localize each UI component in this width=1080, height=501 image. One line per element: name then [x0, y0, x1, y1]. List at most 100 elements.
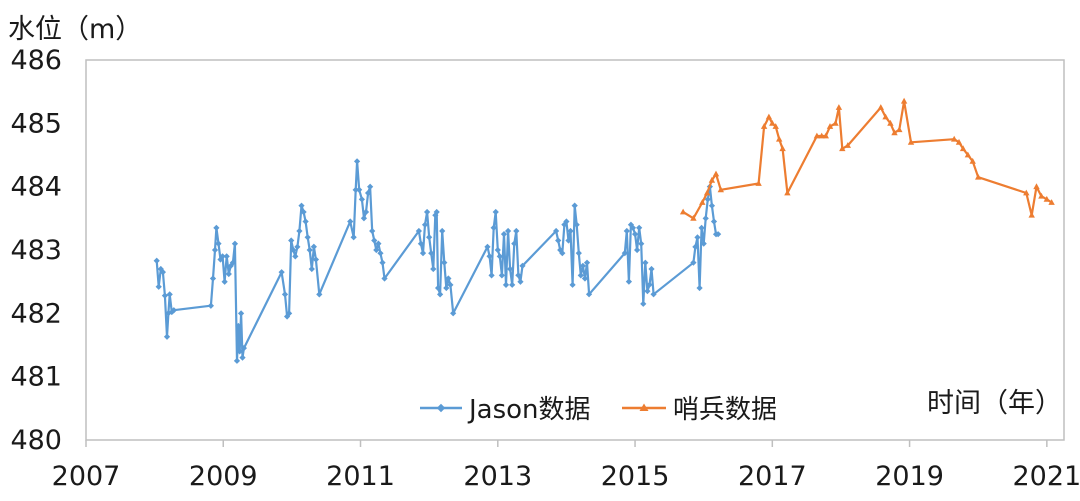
data-point-sentinel: [951, 135, 958, 142]
data-point-jason: [696, 284, 703, 292]
data-point-jason: [371, 237, 378, 244]
data-point-sentinel: [826, 123, 834, 129]
legend-jason-marker: [436, 403, 446, 413]
series-line-sentinel: [681, 100, 1053, 220]
data-point-sentinel: [818, 132, 825, 139]
y-tick-labels: 480 481 482 483 484 485 486: [10, 45, 62, 456]
data-point-sentinel: [712, 170, 720, 177]
data-point-jason: [375, 240, 382, 247]
data-point-sentinel: [1048, 199, 1055, 205]
x-tick-label: 2015: [601, 461, 670, 492]
data-point-sentinel: [975, 173, 982, 180]
data-point-sentinel: [955, 138, 963, 145]
legend-sentinel-label: 哨兵数据: [673, 395, 777, 425]
data-point-jason: [155, 283, 162, 290]
data-point-jason: [509, 281, 516, 288]
data-point-jason: [237, 310, 245, 317]
data-point-jason: [498, 272, 505, 279]
data-point-jason: [298, 202, 305, 209]
data-point-sentinel: [717, 186, 724, 193]
data-point-jason: [484, 243, 491, 250]
legend: Jason数据 哨兵数据: [420, 395, 777, 425]
data-point-jason: [488, 272, 495, 279]
data-point-jason: [417, 240, 425, 247]
y-tick-label: 482: [10, 298, 62, 329]
data-point-sentinel: [1023, 189, 1030, 196]
data-point-jason: [447, 281, 454, 288]
data-point-sentinel: [679, 208, 687, 215]
data-point-sentinel: [844, 142, 851, 148]
data-point-jason: [281, 291, 289, 298]
y-tick-label: 484: [10, 172, 62, 203]
data-point-jason: [316, 291, 323, 298]
data-point-sentinel: [822, 132, 829, 139]
data-point-jason: [419, 250, 427, 257]
data-point-sentinel: [765, 113, 773, 120]
data-point-jason: [159, 269, 167, 276]
data-point-jason: [581, 275, 589, 282]
data-point-sentinel: [703, 189, 711, 196]
data-point-jason: [306, 246, 313, 254]
data-point-sentinel: [779, 145, 786, 152]
data-point-sentinel: [708, 176, 716, 183]
data-point-jason: [353, 158, 361, 165]
y-tick-label: 480: [10, 425, 62, 456]
x-tick-label: 2011: [326, 461, 395, 492]
data-point-jason: [288, 237, 295, 244]
data-point-sentinel: [776, 135, 783, 142]
data-point-jason: [350, 234, 357, 241]
data-point-jason: [555, 237, 562, 244]
data-point-jason: [166, 291, 173, 298]
data-point-jason: [625, 278, 633, 285]
y-tick-label: 481: [10, 362, 62, 393]
data-point-jason: [515, 272, 522, 279]
data-point-sentinel: [839, 145, 846, 152]
data-point-jason: [211, 246, 219, 254]
y-tick-label: 483: [10, 235, 62, 266]
x-tick-label: 2019: [875, 461, 944, 492]
data-point-sentinel: [959, 145, 967, 152]
data-point-jason: [492, 208, 499, 216]
data-point-jason: [583, 259, 591, 266]
data-point-jason: [646, 281, 653, 288]
data-point-jason: [308, 265, 315, 273]
data-point-jason: [692, 243, 699, 250]
data-point-sentinel: [813, 132, 821, 139]
data-point-jason: [704, 196, 711, 203]
x-tick-label: 2013: [463, 461, 532, 492]
data-point-sentinel: [969, 157, 976, 164]
y-tick-label: 486: [10, 45, 62, 76]
data-point-sentinel: [900, 97, 908, 104]
data-point-sentinel: [835, 104, 843, 110]
data-point-jason: [490, 224, 497, 231]
data-point-sentinel: [769, 119, 776, 126]
data-point-sentinel: [699, 199, 706, 205]
legend-item-jason: Jason数据: [420, 395, 591, 425]
legend-jason-label: Jason数据: [467, 395, 591, 425]
data-point-sentinel: [887, 119, 894, 126]
data-point-sentinel: [882, 113, 889, 120]
y-axis-title: 水位（m）: [8, 14, 142, 45]
data-point-jason: [240, 345, 248, 352]
data-point-sentinel: [877, 104, 884, 110]
data-point-sentinel: [891, 129, 898, 136]
data-point-jason: [362, 208, 370, 216]
data-point-jason: [507, 265, 514, 273]
data-point-jason: [569, 281, 576, 288]
legend-sentinel-marker: [639, 403, 649, 411]
data-point-jason: [433, 208, 440, 216]
x-tick-label: 2017: [738, 461, 807, 492]
x-tick-label: 2009: [189, 461, 258, 492]
data-point-sentinel: [690, 214, 697, 221]
data-point-jason: [450, 310, 457, 317]
data-point-sentinel: [832, 119, 839, 126]
data-point-jason: [434, 284, 442, 292]
data-point-sentinel: [784, 189, 791, 196]
data-point-sentinel: [1043, 195, 1050, 202]
data-point-sentinel: [964, 151, 972, 158]
data-point-jason: [356, 186, 363, 193]
data-point-jason: [225, 270, 232, 278]
data-point-jason: [367, 183, 374, 190]
x-tick-labels: 2007 2009 2011 2013 2015 2017 2019 2021: [52, 440, 1080, 492]
